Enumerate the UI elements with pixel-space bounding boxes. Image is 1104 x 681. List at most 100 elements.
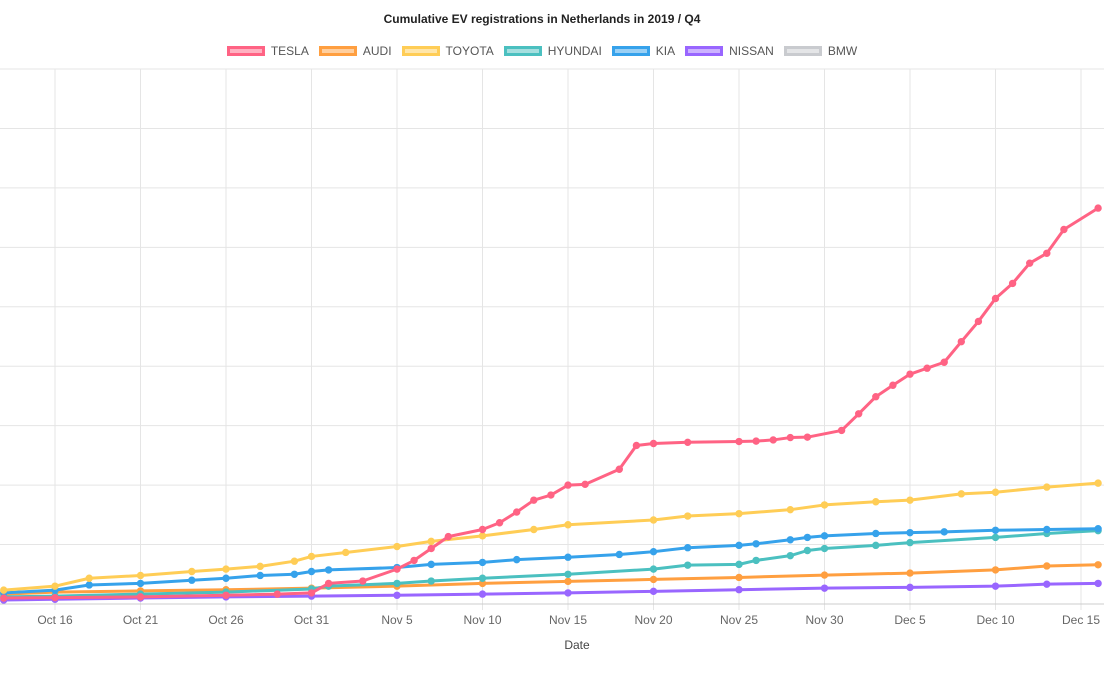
data-point-tesla (803, 433, 812, 441)
data-point-audi (906, 569, 914, 577)
x-tick-label: Oct 21 (123, 613, 159, 627)
data-point-tesla (974, 317, 983, 326)
legend-item-toyota[interactable]: TOYOTA (401, 44, 494, 58)
series-line-tesla (2, 206, 1100, 600)
data-point-kia (513, 555, 521, 564)
x-tick-label: Nov 5 (381, 613, 413, 627)
data-point-kia (615, 550, 623, 559)
data-point-kia (940, 528, 948, 536)
data-point-audi (564, 577, 572, 586)
x-tick-label: Dec 15 (1062, 613, 1100, 627)
data-point-toyota (564, 521, 572, 529)
data-point-tesla (615, 465, 623, 473)
data-point-toyota (735, 509, 743, 518)
data-point-tesla (564, 481, 572, 489)
legend-label: HYUNDAI (547, 44, 602, 58)
data-point-toyota (427, 537, 435, 546)
legend-item-hyundai[interactable]: HYUNDAI (503, 44, 602, 58)
legend-item-kia[interactable]: KIA (611, 44, 675, 58)
legend-label: TESLA (270, 44, 309, 58)
data-point-tesla (923, 364, 931, 372)
x-tick-label: Nov 15 (549, 613, 587, 627)
legend-label: AUDI (362, 44, 392, 58)
data-point-tesla (957, 337, 965, 346)
data-point-nissan (564, 589, 572, 597)
data-point-toyota (1094, 479, 1102, 487)
x-axis-title: Date (564, 638, 590, 652)
data-point-kia (872, 529, 880, 538)
data-point-tesla (991, 294, 1000, 303)
series-toyota (0, 479, 1102, 594)
data-point-toyota (51, 582, 59, 590)
data-point-tesla (0, 594, 8, 602)
data-point-toyota (991, 488, 1000, 496)
legend-label: TOYOTA (445, 44, 494, 58)
data-point-kia (564, 553, 572, 561)
data-point-tesla (513, 508, 521, 516)
data-point-tesla (940, 358, 948, 366)
data-point-nissan (478, 590, 487, 598)
data-point-kia (222, 574, 230, 582)
data-point-tesla (547, 491, 555, 499)
data-point-kia (820, 532, 829, 540)
data-point-kia (991, 526, 1000, 534)
data-point-tesla (307, 589, 316, 597)
legend-label: NISSAN (729, 44, 774, 58)
data-point-nissan (820, 584, 829, 592)
data-point-tesla (530, 496, 538, 504)
data-point-audi (735, 573, 743, 582)
data-point-tesla (410, 556, 418, 565)
data-point-tesla (1026, 259, 1034, 267)
data-point-tesla (324, 579, 333, 588)
x-tick-label: Oct 31 (294, 613, 330, 627)
data-point-kia (906, 528, 914, 537)
series-line-audi (2, 563, 1100, 596)
data-point-kia (752, 540, 760, 548)
legend-item-audi[interactable]: AUDI (318, 44, 392, 58)
x-tick-label: Oct 16 (37, 613, 73, 627)
data-point-toyota (906, 496, 914, 504)
legend-swatch (401, 46, 440, 56)
data-point-hyundai (906, 538, 914, 547)
data-point-audi (1094, 561, 1102, 569)
data-point-nissan (649, 587, 658, 596)
data-point-hyundai (786, 551, 794, 560)
legend-item-tesla[interactable]: TESLA (226, 44, 309, 58)
legend-item-bmw[interactable]: BMW (783, 44, 857, 58)
data-point-toyota (649, 516, 658, 524)
data-point-toyota (478, 532, 487, 540)
data-point-toyota (256, 562, 264, 571)
data-point-toyota (290, 557, 299, 565)
legend-swatch (226, 46, 265, 56)
data-point-kia (1094, 525, 1102, 533)
x-tick-label: Oct 26 (208, 613, 244, 627)
data-point-hyundai (649, 565, 658, 573)
data-point-toyota (1043, 483, 1051, 491)
legend-swatch (611, 46, 650, 56)
data-point-kia (649, 547, 658, 556)
data-point-tesla (1094, 204, 1102, 212)
data-point-tesla (906, 370, 914, 378)
series-line-hyundai (2, 529, 1100, 599)
data-point-tesla (735, 437, 743, 446)
data-point-nissan (906, 583, 914, 592)
data-point-audi (820, 571, 829, 579)
data-point-nissan (735, 586, 743, 594)
legend-swatch (783, 46, 822, 56)
data-point-toyota (684, 512, 692, 520)
chart-title: Cumulative EV registrations in Netherlan… (383, 12, 701, 26)
data-point-tesla (393, 565, 401, 573)
data-point-hyundai (803, 546, 812, 555)
data-point-tesla (1060, 225, 1068, 234)
data-point-hyundai (872, 541, 880, 550)
legend-item-nissan[interactable]: NISSAN (685, 44, 774, 58)
data-point-toyota (136, 571, 145, 580)
data-point-kia (290, 570, 299, 578)
data-point-toyota (530, 525, 538, 534)
data-point-toyota (957, 490, 965, 498)
data-point-toyota (85, 574, 93, 582)
series-tesla (0, 204, 1102, 602)
data-point-tesla (495, 519, 504, 527)
